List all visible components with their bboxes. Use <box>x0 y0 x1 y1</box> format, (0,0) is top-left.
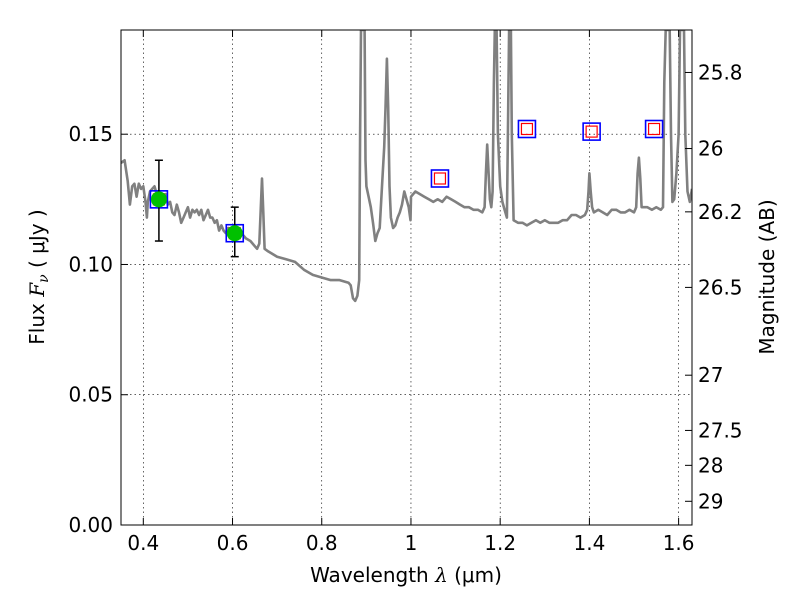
plot-area <box>121 30 692 525</box>
model-photometry-marker-inner <box>433 172 447 185</box>
y2-tick-label: 26 <box>698 137 723 161</box>
model-photometry-marker <box>517 119 537 139</box>
ticks: 0.4 0.6 0.8 1 1.2 1.4 1.6 0.00 0.05 0.10 0.15 25.8 2… <box>68 30 743 555</box>
x-tick-label: 0.8 <box>306 531 338 555</box>
y2-tick-label: 29 <box>698 489 723 513</box>
y-axis-label: Flux Fν ( μJy ) <box>25 209 52 344</box>
observed-point <box>226 225 243 242</box>
y-tick-label: 0.15 <box>68 122 113 146</box>
y2-tick-label: 26.2 <box>698 200 743 224</box>
x-tick-label: 0.6 <box>217 531 249 555</box>
y2-tick-label: 28 <box>698 453 723 477</box>
model-photometry-marker <box>582 122 601 141</box>
y-tick-label: 0.00 <box>68 513 113 537</box>
y2-tick-label: 27.5 <box>698 418 743 442</box>
model-photometry-marker-inner <box>585 125 598 138</box>
x-tick-label: 0.4 <box>127 531 159 555</box>
plot-frame <box>120 29 693 526</box>
y2-axis-label: Magnitude (AB) <box>755 199 779 354</box>
y-tick-label: 0.05 <box>68 383 113 407</box>
model-photometry-marker-inner <box>520 122 534 136</box>
y2-tick-label: 25.8 <box>698 60 743 84</box>
model-spectrum-line <box>121 30 692 303</box>
x-axis-label: Wavelength λ (μm) <box>310 563 502 587</box>
y2-tick-label: 26.5 <box>698 275 743 299</box>
y2-tick-label: 27 <box>698 363 723 387</box>
model-photometry-marker <box>430 169 450 188</box>
model-photometry-marker <box>644 119 664 139</box>
x-tick-label: 1 <box>405 531 418 555</box>
x-tick-label: 1.4 <box>573 531 605 555</box>
observed-point <box>150 191 167 208</box>
x-tick-label: 1.2 <box>484 531 516 555</box>
model-photometry-marker-inner <box>647 122 661 136</box>
plot-layer <box>121 30 692 303</box>
x-tick-label: 1.6 <box>663 531 695 555</box>
y-tick-label: 0.10 <box>68 252 113 276</box>
